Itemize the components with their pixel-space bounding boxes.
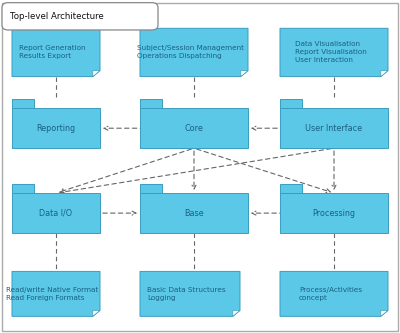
Bar <box>140 108 248 148</box>
Bar <box>12 193 100 233</box>
Polygon shape <box>93 310 100 316</box>
Text: Subject/Session Management
Operations Dispatching: Subject/Session Management Operations Di… <box>137 45 244 60</box>
Text: Processing: Processing <box>312 208 356 218</box>
Bar <box>140 99 162 108</box>
FancyBboxPatch shape <box>2 3 158 30</box>
Text: Data I/O: Data I/O <box>40 208 72 218</box>
Bar <box>280 184 302 193</box>
Bar <box>280 99 302 108</box>
Bar <box>140 184 162 193</box>
Polygon shape <box>93 71 100 77</box>
Polygon shape <box>280 28 388 77</box>
Text: Read/write Native Format
Read Foreign Formats: Read/write Native Format Read Foreign Fo… <box>6 287 98 301</box>
Bar <box>140 193 248 233</box>
Text: Core: Core <box>184 124 204 133</box>
Polygon shape <box>381 310 388 316</box>
Polygon shape <box>12 271 100 316</box>
Polygon shape <box>381 71 388 77</box>
Bar <box>12 184 34 193</box>
Polygon shape <box>280 271 388 316</box>
Bar <box>280 108 388 148</box>
Text: Base: Base <box>184 208 204 218</box>
Bar <box>12 108 100 148</box>
Bar <box>280 193 388 233</box>
Text: Data Visualisation
Report Visualisation
User Interaction: Data Visualisation Report Visualisation … <box>294 41 366 64</box>
Text: Top-level Architecture: Top-level Architecture <box>10 12 104 21</box>
Polygon shape <box>140 28 248 77</box>
Polygon shape <box>12 28 100 77</box>
Text: Basic Data Structures
Logging: Basic Data Structures Logging <box>147 287 226 301</box>
Text: Process/Activities
concept: Process/Activities concept <box>299 287 362 301</box>
Text: User Interface: User Interface <box>306 124 362 133</box>
Polygon shape <box>140 271 240 316</box>
Text: Report Generation
Results Export: Report Generation Results Export <box>19 45 86 60</box>
Text: Reporting: Reporting <box>36 124 76 133</box>
Bar <box>12 99 34 108</box>
Polygon shape <box>241 71 248 77</box>
Polygon shape <box>233 310 240 316</box>
